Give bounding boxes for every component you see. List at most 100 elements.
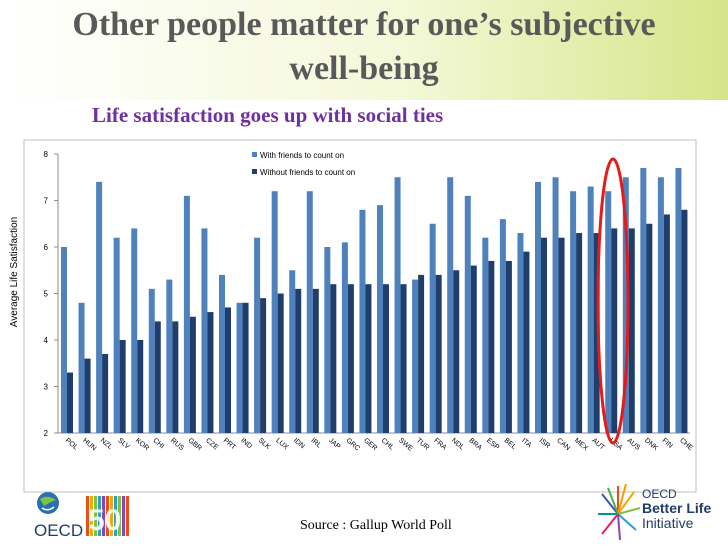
bar-without-friends	[347, 284, 354, 433]
x-tick-label: CHI	[151, 437, 165, 450]
bar-without-friends	[505, 260, 512, 433]
bar-with-friends	[113, 237, 120, 433]
bar-without-friends	[84, 358, 91, 433]
bar-without-friends	[365, 284, 372, 433]
bli-line3: Initiative	[642, 515, 694, 531]
bar-with-friends	[377, 205, 383, 433]
x-tick-label: CHE	[678, 437, 694, 452]
bar-without-friends	[576, 233, 583, 433]
bar-without-friends	[681, 209, 688, 433]
bar-with-friends	[236, 302, 243, 433]
x-tick-label: POL	[64, 437, 79, 451]
highlight-ellipse-usa	[596, 157, 630, 445]
bar-without-friends	[418, 274, 425, 433]
x-tick-label: NDL	[450, 437, 465, 451]
bar-with-friends	[131, 228, 138, 433]
bar-without-friends	[646, 223, 653, 433]
bar-with-friends	[482, 237, 489, 433]
bar-with-friends	[570, 191, 577, 433]
bar-without-friends	[119, 340, 126, 433]
y-axis-label: Average Life Satisfaction	[9, 217, 20, 327]
x-tick-label: FRA	[432, 437, 447, 452]
bar-without-friends	[453, 270, 460, 433]
bar-with-friends	[78, 302, 85, 433]
bar-with-friends	[359, 209, 366, 433]
y-tick-label: 2	[44, 429, 49, 438]
bar-without-friends	[488, 260, 495, 433]
slide-title-line2: well-being	[289, 50, 439, 87]
bar-without-friends	[541, 237, 547, 433]
chart-legend: With friends to count on Without friends …	[252, 151, 355, 177]
bar-with-friends	[201, 228, 208, 433]
bar-without-friends	[189, 316, 196, 433]
bar-without-friends	[242, 302, 249, 433]
bar-without-friends	[260, 298, 267, 433]
bar-without-friends	[225, 307, 231, 433]
x-tick-label: SLK	[257, 437, 272, 451]
x-tick-label: ISR	[538, 437, 551, 450]
bar-with-friends	[517, 233, 524, 433]
bar-with-friends	[219, 274, 225, 433]
x-tick-label: GBR	[187, 437, 203, 452]
bar-without-friends	[611, 228, 618, 433]
bar-without-friends	[67, 372, 73, 433]
oecd-wordmark: OECD	[34, 521, 83, 540]
bar-with-friends	[254, 237, 261, 433]
bli-line1: OECD	[642, 487, 677, 501]
bar-without-friends	[277, 293, 284, 433]
x-tick-label: JAP	[327, 437, 342, 451]
bar-without-friends	[400, 284, 407, 433]
bar-with-friends	[447, 177, 454, 433]
bar-with-friends	[499, 219, 506, 433]
bar-without-friends	[383, 284, 389, 433]
x-tick-label: CHL	[380, 437, 395, 451]
x-tick-label: PRT	[222, 437, 238, 452]
x-tick-label: SWE	[397, 437, 414, 453]
x-tick-label: AUS	[625, 437, 641, 452]
flower-icon	[598, 483, 641, 541]
bar-without-friends	[470, 265, 477, 433]
bar-chart: 2 3 4 5 6 7 8 POL HUN NZL SLV KOR CHI RUS GBR CZE PRT IND…	[9, 150, 694, 453]
y-tick-label: 5	[44, 290, 49, 299]
x-tick-label: RUS	[169, 437, 185, 452]
x-tick-label: HUN	[81, 437, 97, 452]
bar-with-friends	[552, 177, 559, 433]
chart-axes	[54, 153, 690, 434]
bar-without-friends	[207, 312, 214, 433]
bar-with-friends	[394, 177, 401, 433]
legend-swatch	[252, 169, 257, 174]
x-tick-label: ITA	[520, 437, 533, 449]
bar-without-friends	[523, 251, 530, 433]
bar-with-friends	[183, 195, 190, 433]
bar-with-friends	[96, 181, 103, 433]
bar-with-friends	[675, 167, 682, 433]
bar-without-friends	[330, 284, 337, 433]
bar-without-friends	[628, 228, 635, 433]
bar-with-friends	[341, 242, 348, 433]
y-tick-label: 7	[44, 197, 49, 206]
bar-with-friends	[289, 270, 296, 433]
x-tick-label: IRL	[309, 437, 322, 449]
bar-with-friends	[412, 279, 419, 433]
x-tick-label: MEX	[573, 437, 589, 452]
bar-with-friends	[306, 191, 313, 433]
x-tick-label: GER	[362, 437, 378, 452]
bar-with-friends	[587, 186, 594, 433]
bar-with-friends	[324, 247, 331, 433]
x-tick-label: GRC	[345, 437, 361, 452]
x-tick-label: FIN	[661, 437, 674, 450]
x-tick-label: CAN	[555, 437, 571, 452]
bar-with-friends	[148, 288, 155, 433]
bli-line2: Better Life	[642, 500, 711, 516]
x-tick-label: ESP	[485, 437, 500, 452]
x-tick-label: NZL	[99, 437, 114, 451]
legend-entry: Without friends to count on	[260, 168, 355, 177]
bar-without-friends	[102, 353, 109, 433]
legend-entry: With friends to count on	[260, 151, 344, 160]
slide-title-line1: Other people matter for one’s subjective	[72, 6, 656, 43]
x-tick-label: SLV	[116, 437, 130, 451]
chart-bars	[61, 167, 688, 433]
x-tick-label: TUR	[415, 437, 431, 452]
bar-without-friends	[312, 288, 319, 433]
chart-subtitle: Life satisfaction goes up with social ti…	[92, 103, 444, 127]
